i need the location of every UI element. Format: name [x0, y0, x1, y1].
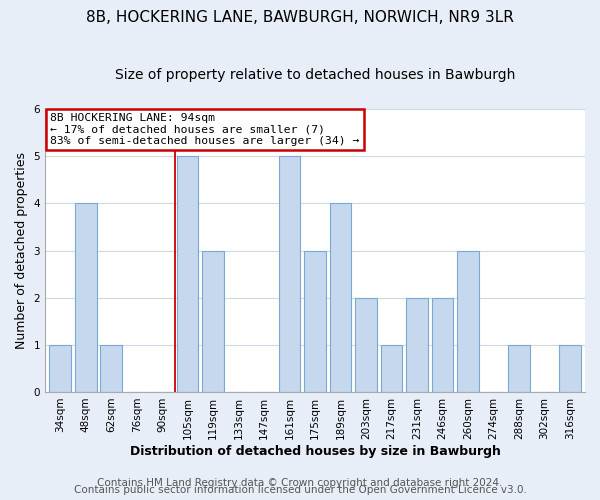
Title: Size of property relative to detached houses in Bawburgh: Size of property relative to detached ho…: [115, 68, 515, 82]
Text: 8B, HOCKERING LANE, BAWBURGH, NORWICH, NR9 3LR: 8B, HOCKERING LANE, BAWBURGH, NORWICH, N…: [86, 10, 514, 25]
Bar: [329, 204, 352, 392]
X-axis label: Distribution of detached houses by size in Bawburgh: Distribution of detached houses by size …: [130, 444, 500, 458]
Bar: [457, 250, 479, 392]
Text: Contains public sector information licensed under the Open Government Licence v3: Contains public sector information licen…: [74, 485, 526, 495]
Bar: [75, 204, 97, 392]
Bar: [279, 156, 301, 392]
Bar: [177, 156, 199, 392]
Bar: [559, 345, 581, 392]
Bar: [304, 250, 326, 392]
Bar: [431, 298, 453, 392]
Bar: [49, 345, 71, 392]
Text: 8B HOCKERING LANE: 94sqm
← 17% of detached houses are smaller (7)
83% of semi-de: 8B HOCKERING LANE: 94sqm ← 17% of detach…: [50, 114, 360, 146]
Bar: [380, 345, 402, 392]
Bar: [406, 298, 428, 392]
Bar: [202, 250, 224, 392]
Text: Contains HM Land Registry data © Crown copyright and database right 2024.: Contains HM Land Registry data © Crown c…: [97, 478, 503, 488]
Y-axis label: Number of detached properties: Number of detached properties: [15, 152, 28, 349]
Bar: [355, 298, 377, 392]
Bar: [100, 345, 122, 392]
Bar: [508, 345, 530, 392]
